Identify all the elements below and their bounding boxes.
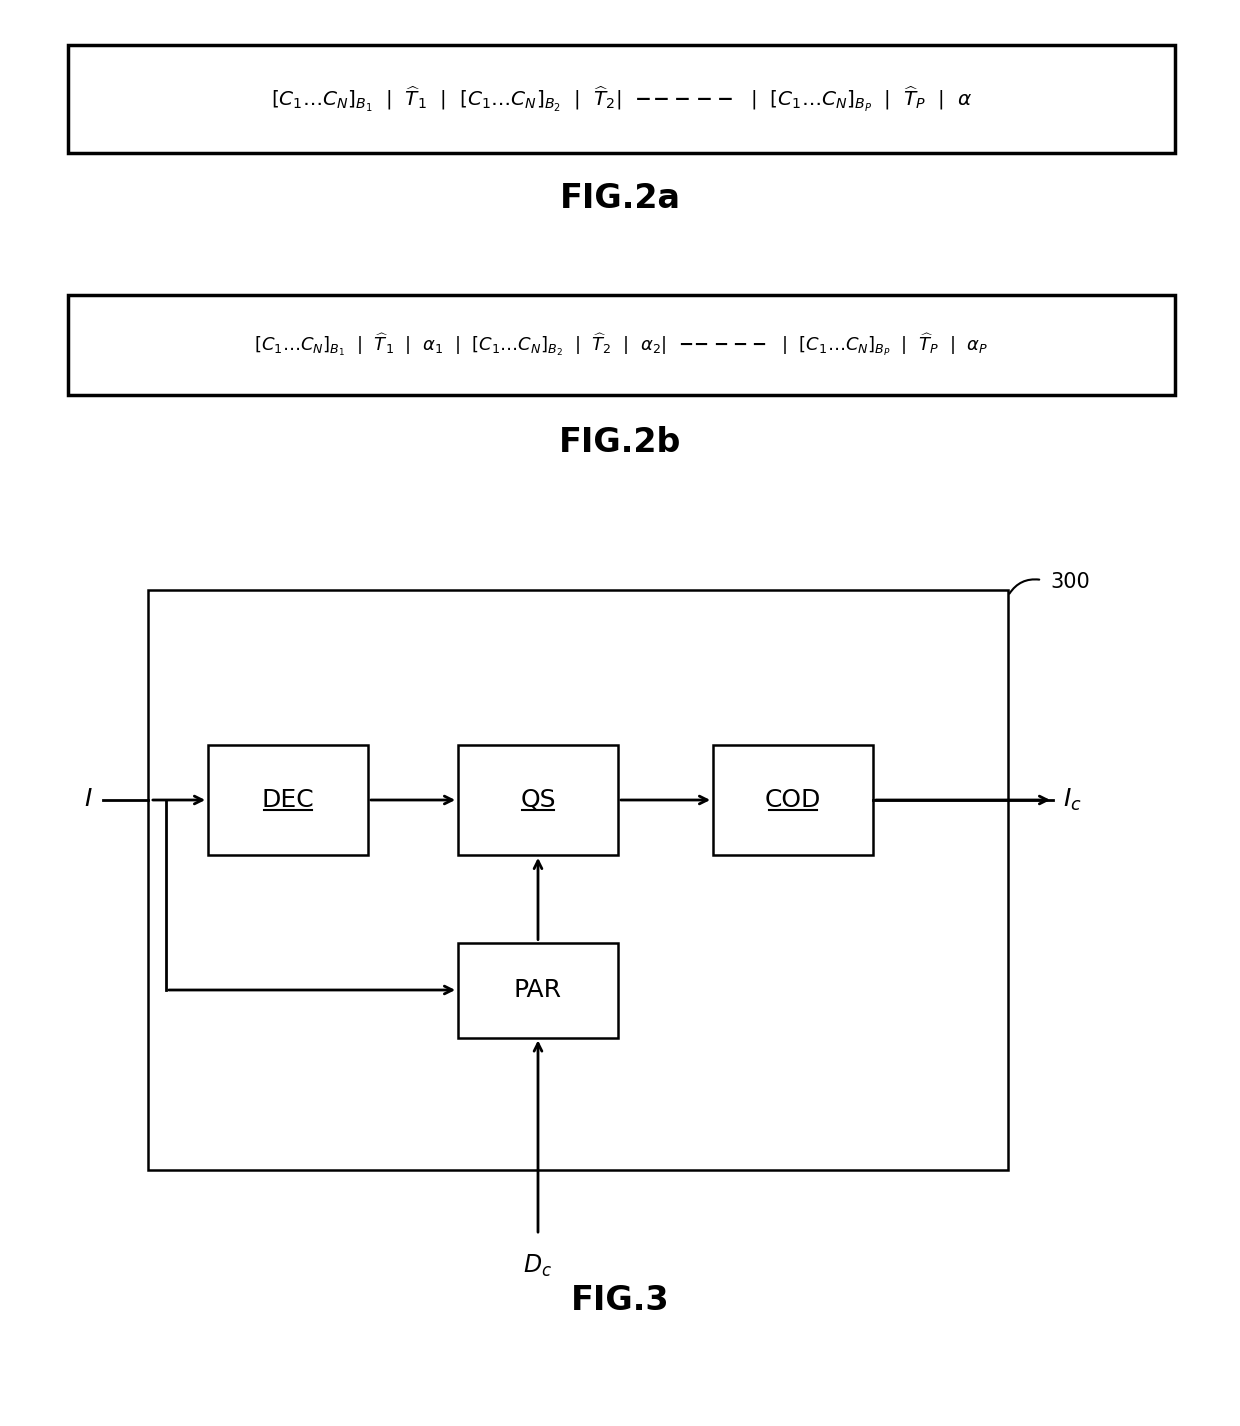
Text: QS: QS xyxy=(521,789,556,811)
FancyBboxPatch shape xyxy=(68,46,1176,153)
FancyBboxPatch shape xyxy=(148,590,1008,1169)
Text: DEC: DEC xyxy=(262,789,314,811)
Text: $[C_1{\ldots}C_N]_{B_1}$  $|$  $\widehat{T}_1$  $|$  $\alpha_1$  $|$  $[C_1{\ldo: $[C_1{\ldots}C_N]_{B_1}$ $|$ $\widehat{T… xyxy=(254,332,988,358)
FancyBboxPatch shape xyxy=(458,744,618,856)
Text: $[C_1{\ldots}C_N]_{B_1}$  $|$  $\widehat{T}_1$  $|$  $[C_1{\ldots}C_N]_{B_2}$  $: $[C_1{\ldots}C_N]_{B_1}$ $|$ $\widehat{T… xyxy=(270,84,972,114)
FancyBboxPatch shape xyxy=(713,744,873,856)
Text: $I_c$: $I_c$ xyxy=(1063,787,1081,813)
Text: $D_c$: $D_c$ xyxy=(523,1253,553,1279)
FancyBboxPatch shape xyxy=(68,295,1176,395)
Text: FIG.3: FIG.3 xyxy=(570,1283,670,1316)
Text: FIG.2a: FIG.2a xyxy=(559,181,681,214)
FancyBboxPatch shape xyxy=(208,744,368,856)
FancyBboxPatch shape xyxy=(458,943,618,1038)
Text: COD: COD xyxy=(765,789,821,811)
Text: FIG.2b: FIG.2b xyxy=(559,426,681,459)
Text: 300: 300 xyxy=(1050,572,1090,592)
Text: PAR: PAR xyxy=(515,978,562,1002)
Text: $I$: $I$ xyxy=(83,789,92,811)
